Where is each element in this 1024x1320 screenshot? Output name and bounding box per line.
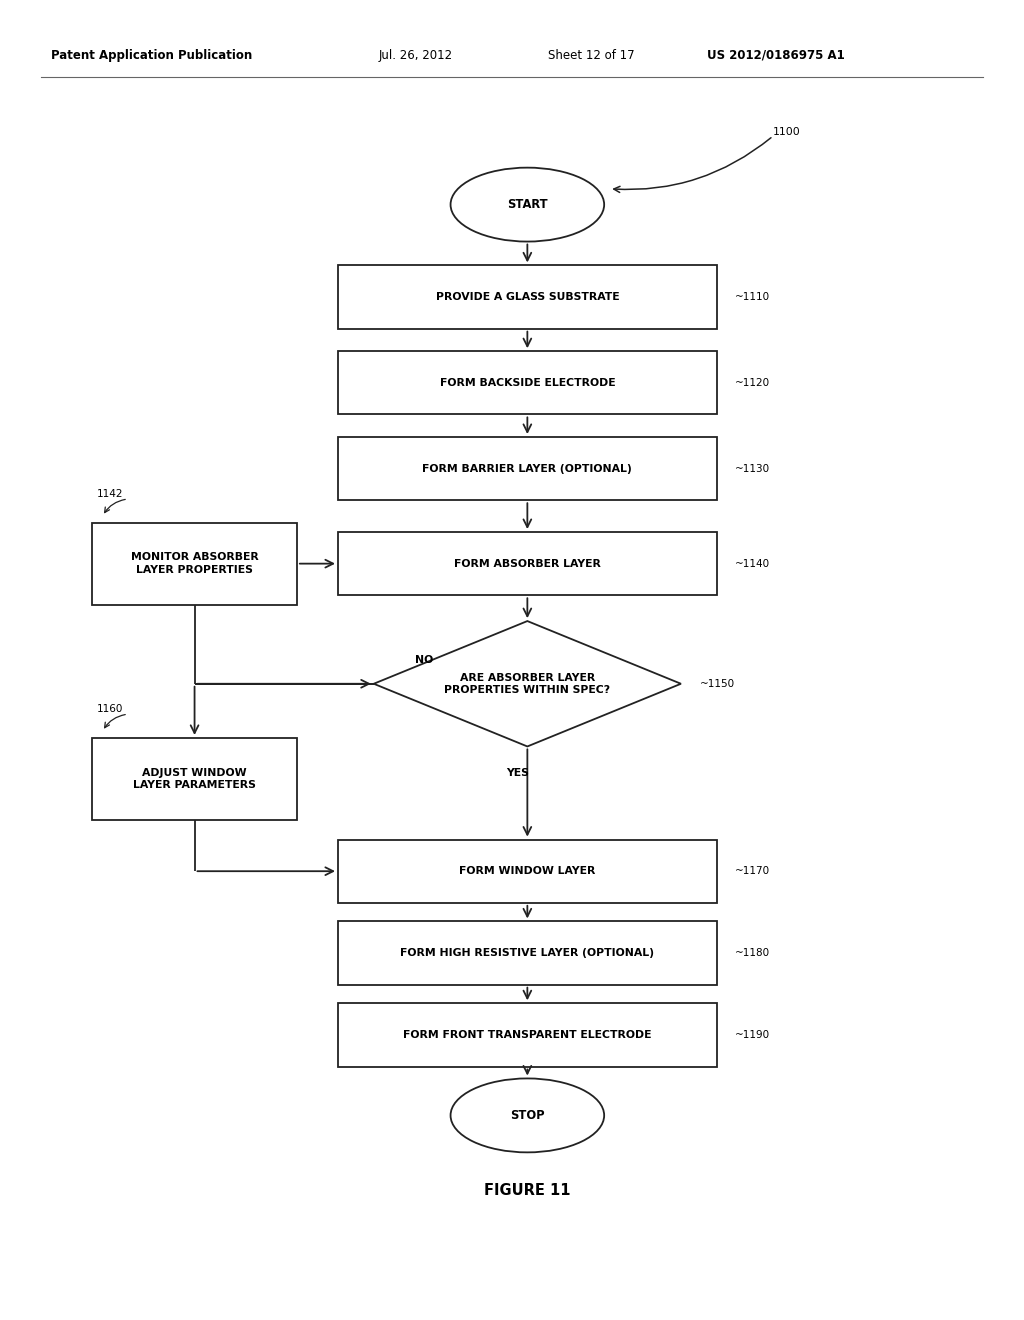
Text: 1142: 1142 (97, 488, 124, 499)
Text: ~1130: ~1130 (735, 463, 770, 474)
Text: ~1150: ~1150 (699, 678, 734, 689)
Text: ~1110: ~1110 (735, 292, 770, 302)
Text: YES: YES (506, 768, 528, 777)
Text: PROVIDE A GLASS SUBSTRATE: PROVIDE A GLASS SUBSTRATE (435, 292, 620, 302)
Text: ~1190: ~1190 (735, 1030, 770, 1040)
Text: FORM ABSORBER LAYER: FORM ABSORBER LAYER (454, 558, 601, 569)
Text: FORM BACKSIDE ELECTRODE: FORM BACKSIDE ELECTRODE (439, 378, 615, 388)
Text: STOP: STOP (510, 1109, 545, 1122)
Text: 1100: 1100 (773, 127, 801, 137)
Text: US 2012/0186975 A1: US 2012/0186975 A1 (707, 49, 845, 62)
Text: START: START (507, 198, 548, 211)
Text: 1160: 1160 (97, 704, 124, 714)
FancyBboxPatch shape (338, 265, 717, 329)
Ellipse shape (451, 168, 604, 242)
Text: FORM FRONT TRANSPARENT ELECTRODE: FORM FRONT TRANSPARENT ELECTRODE (403, 1030, 651, 1040)
Text: ~1170: ~1170 (735, 866, 770, 876)
Text: ~1140: ~1140 (735, 558, 770, 569)
Text: FORM WINDOW LAYER: FORM WINDOW LAYER (459, 866, 596, 876)
FancyBboxPatch shape (92, 523, 297, 605)
FancyBboxPatch shape (338, 1003, 717, 1067)
Text: Patent Application Publication: Patent Application Publication (51, 49, 253, 62)
Text: ADJUST WINDOW
LAYER PARAMETERS: ADJUST WINDOW LAYER PARAMETERS (133, 768, 256, 789)
Text: ARE ABSORBER LAYER
PROPERTIES WITHIN SPEC?: ARE ABSORBER LAYER PROPERTIES WITHIN SPE… (444, 673, 610, 694)
FancyBboxPatch shape (338, 921, 717, 985)
Text: NO: NO (415, 655, 433, 665)
Text: Sheet 12 of 17: Sheet 12 of 17 (548, 49, 635, 62)
Polygon shape (374, 622, 681, 747)
Text: ~1120: ~1120 (735, 378, 770, 388)
FancyBboxPatch shape (338, 437, 717, 500)
Text: ~1180: ~1180 (735, 948, 770, 958)
Ellipse shape (451, 1078, 604, 1152)
Text: FORM BARRIER LAYER (OPTIONAL): FORM BARRIER LAYER (OPTIONAL) (423, 463, 632, 474)
FancyBboxPatch shape (338, 840, 717, 903)
FancyBboxPatch shape (338, 532, 717, 595)
Text: FIGURE 11: FIGURE 11 (484, 1183, 570, 1199)
Text: Jul. 26, 2012: Jul. 26, 2012 (379, 49, 453, 62)
Text: MONITOR ABSORBER
LAYER PROPERTIES: MONITOR ABSORBER LAYER PROPERTIES (131, 553, 258, 574)
FancyBboxPatch shape (338, 351, 717, 414)
FancyBboxPatch shape (92, 738, 297, 820)
Text: FORM HIGH RESISTIVE LAYER (OPTIONAL): FORM HIGH RESISTIVE LAYER (OPTIONAL) (400, 948, 654, 958)
